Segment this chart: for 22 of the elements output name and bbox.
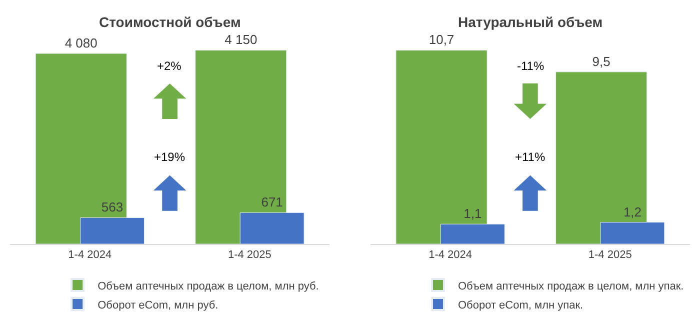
chart-title: Стоимостной объем xyxy=(99,14,241,30)
data-label: 9,5 xyxy=(592,54,610,69)
x-tick-label: 1-4 2024 xyxy=(68,249,112,262)
annotation: +2% xyxy=(157,59,182,73)
annotation: +19% xyxy=(154,150,186,164)
data-label: 563 xyxy=(101,200,124,215)
data-label: 4 080 xyxy=(64,35,98,50)
data-label: 671 xyxy=(261,194,283,210)
legend-label: Оборот eCom, млн упак. xyxy=(458,299,584,312)
annotation: -11% xyxy=(517,59,544,73)
x-tick-label: 1-4 2025 xyxy=(228,249,272,262)
x-tick-label: 1-4 2024 xyxy=(428,249,472,262)
data-label: 1,2 xyxy=(623,204,642,220)
legend-label: Объем аптечных продаж в целом, млн руб. xyxy=(98,280,319,292)
legend-label: Объем аптечных продаж в целом, млн упак. xyxy=(458,280,684,292)
data-label: 1,1 xyxy=(464,206,482,222)
chart-title: Натуральный объем xyxy=(458,14,603,30)
data-label: 4 150 xyxy=(224,32,258,48)
annotation: +11% xyxy=(515,150,546,164)
data-label: 10,7 xyxy=(428,32,454,48)
x-tick-label: 1-4 2025 xyxy=(588,249,632,262)
legend-label: Оборот eCom, млн руб. xyxy=(98,299,218,312)
